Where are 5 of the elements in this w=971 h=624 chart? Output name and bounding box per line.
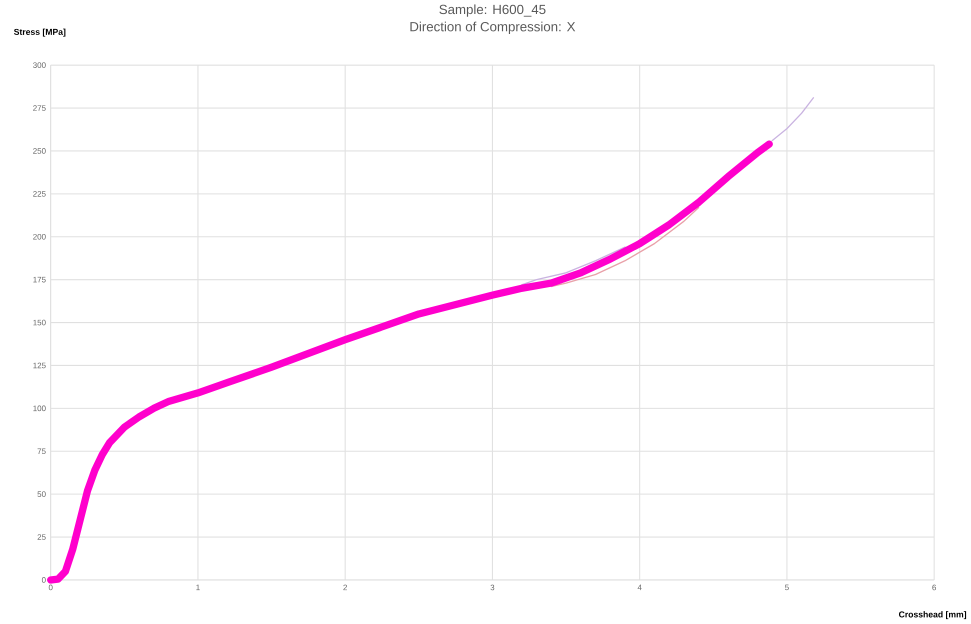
chart-subtitle: Direction of Compression: X [410, 22, 576, 34]
chart-title: Sample: H600_45 [439, 4, 546, 17]
line-series [550, 207, 700, 288]
y-axis-title: Stress [MPa] [14, 28, 66, 37]
x-axis-title: Crosshead [mm] [898, 611, 966, 620]
